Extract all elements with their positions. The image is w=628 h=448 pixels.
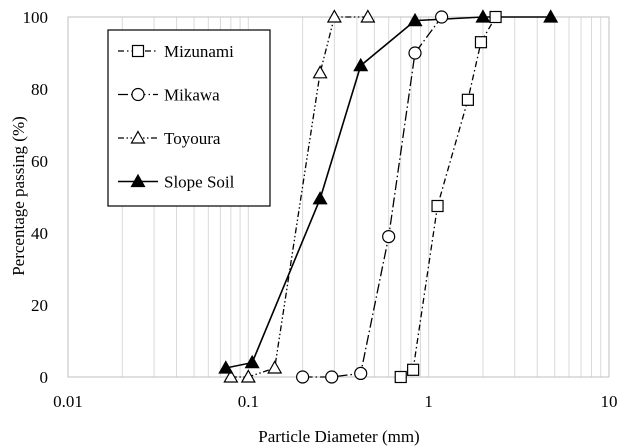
data-point-toyoura	[223, 369, 239, 383]
legend: Mizunami Mikawa Toyoura Slope Soil	[107, 29, 271, 207]
data-point-mizunami	[489, 10, 502, 24]
legend-label-toyoura: Toyoura	[164, 129, 221, 148]
x-axis-ticks: 0.01 0.1 1 10	[53, 392, 617, 411]
legend-marker-mikawa	[131, 87, 145, 102]
data-point-slope-soil	[244, 354, 260, 369]
x-tick-label: 0.1	[238, 392, 259, 411]
y-tick-label: 100	[23, 8, 49, 27]
legend-label-mizunami: Mizunami	[164, 42, 234, 61]
data-point-toyoura	[267, 360, 283, 374]
y-axis-ticks: 0 20 40 60 80 100	[23, 8, 49, 387]
data-point-mikawa	[382, 230, 396, 244]
legend-marker-mizunami	[131, 44, 145, 58]
data-point-slope-soil	[312, 191, 328, 205]
y-tick-label: 0	[40, 368, 49, 387]
legend-label-mikawa: Mikawa	[164, 86, 220, 105]
series-markers	[218, 9, 559, 384]
data-point-slope-soil	[353, 57, 369, 72]
data-point-mizunami	[431, 199, 444, 213]
data-point-mizunami	[474, 36, 488, 49]
data-point-mizunami	[461, 93, 474, 106]
data-point-mikawa	[296, 370, 310, 384]
x-axis-label: Particle Diameter (mm)	[258, 427, 419, 446]
x-tick-label: 10	[601, 392, 618, 411]
legend-marker-toyoura	[130, 130, 146, 144]
y-tick-label: 60	[31, 152, 48, 171]
data-point-mizunami	[407, 363, 420, 376]
data-point-slope-soil	[407, 12, 423, 27]
series-line-toyoura	[230, 16, 368, 378]
data-point-slope-soil	[218, 360, 234, 374]
legend-label-slope-soil: Slope Soil	[164, 173, 235, 192]
data-point-toyoura	[360, 9, 376, 23]
series-line-mizunami	[400, 16, 497, 378]
data-point-mikawa	[408, 46, 422, 60]
y-axis-label: Percentage passing (%)	[9, 116, 28, 276]
data-point-mikawa	[435, 10, 449, 24]
data-point-toyoura	[326, 9, 342, 23]
y-tick-label: 40	[31, 224, 48, 243]
legend-marker-slope-soil	[130, 173, 146, 188]
data-point-mikawa	[354, 366, 368, 380]
data-point-mizunami	[394, 370, 407, 384]
legend-box	[107, 29, 271, 207]
x-tick-label: 1	[424, 392, 433, 411]
data-point-toyoura	[312, 65, 328, 79]
data-point-slope-soil	[475, 9, 491, 23]
data-point-slope-soil	[543, 9, 559, 23]
data-point-toyoura	[240, 369, 256, 383]
x-tick-label: 0.01	[53, 392, 83, 411]
y-tick-label: 20	[31, 296, 48, 315]
y-tick-label: 80	[31, 80, 48, 99]
data-point-mikawa	[325, 370, 339, 384]
